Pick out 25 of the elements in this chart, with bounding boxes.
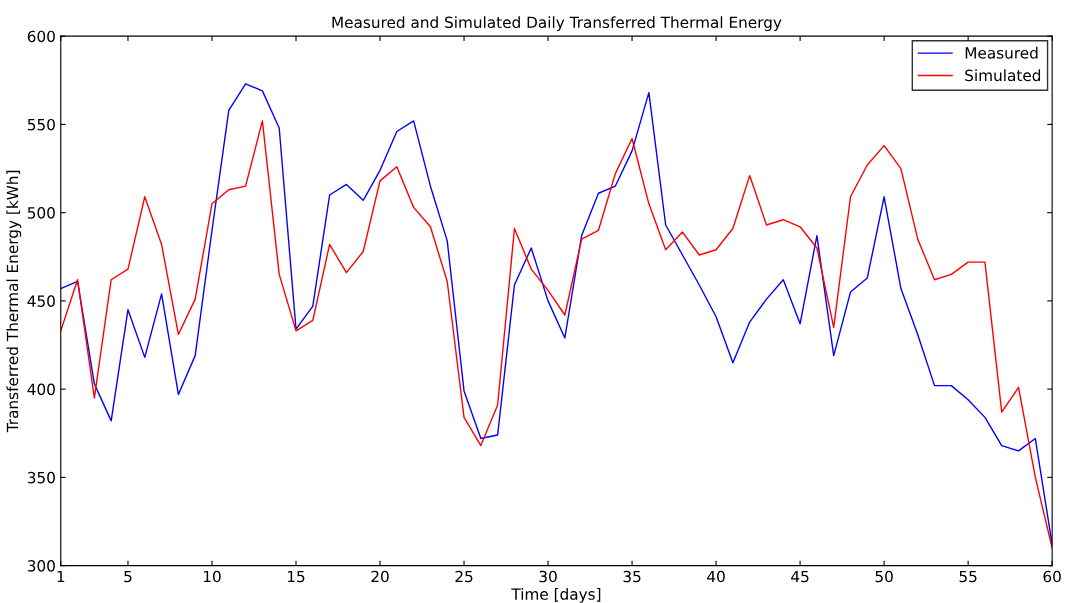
y-tick-label: 550 — [27, 118, 55, 131]
chart-title: Measured and Simulated Daily Transferred Thermal Energy — [332, 16, 782, 32]
y-axis-title: Transferred Thermal Energy [kWh] — [6, 170, 22, 433]
x-tick-label: 15 — [287, 570, 305, 583]
x-tick-label: 10 — [203, 570, 221, 583]
x-tick-label: 50 — [875, 570, 893, 583]
y-tick-label: 600 — [27, 30, 55, 43]
x-tick-label: 5 — [124, 570, 132, 583]
x-tick-label: 30 — [539, 570, 557, 583]
legend-label: Simulated — [965, 69, 1041, 82]
y-tick-label: 500 — [27, 207, 55, 219]
x-tick-label: 25 — [455, 570, 473, 583]
y-tick-label: 450 — [27, 295, 55, 307]
x-tick-label: 40 — [707, 570, 725, 583]
legend-label: Measured — [965, 46, 1038, 59]
x-tick-label: 1 — [57, 570, 65, 583]
x-tick-label: 55 — [959, 570, 977, 583]
x-tick-label: 60 — [1043, 570, 1061, 583]
y-tick-label: 400 — [27, 383, 55, 396]
x-tick-label: 20 — [371, 570, 389, 583]
x-axis-title: Time [days] — [511, 588, 601, 603]
x-tick-label: 35 — [623, 570, 641, 583]
y-tick-label: 350 — [27, 471, 55, 484]
x-tick-label: 45 — [791, 570, 809, 583]
y-tick-label: 300 — [27, 560, 55, 572]
